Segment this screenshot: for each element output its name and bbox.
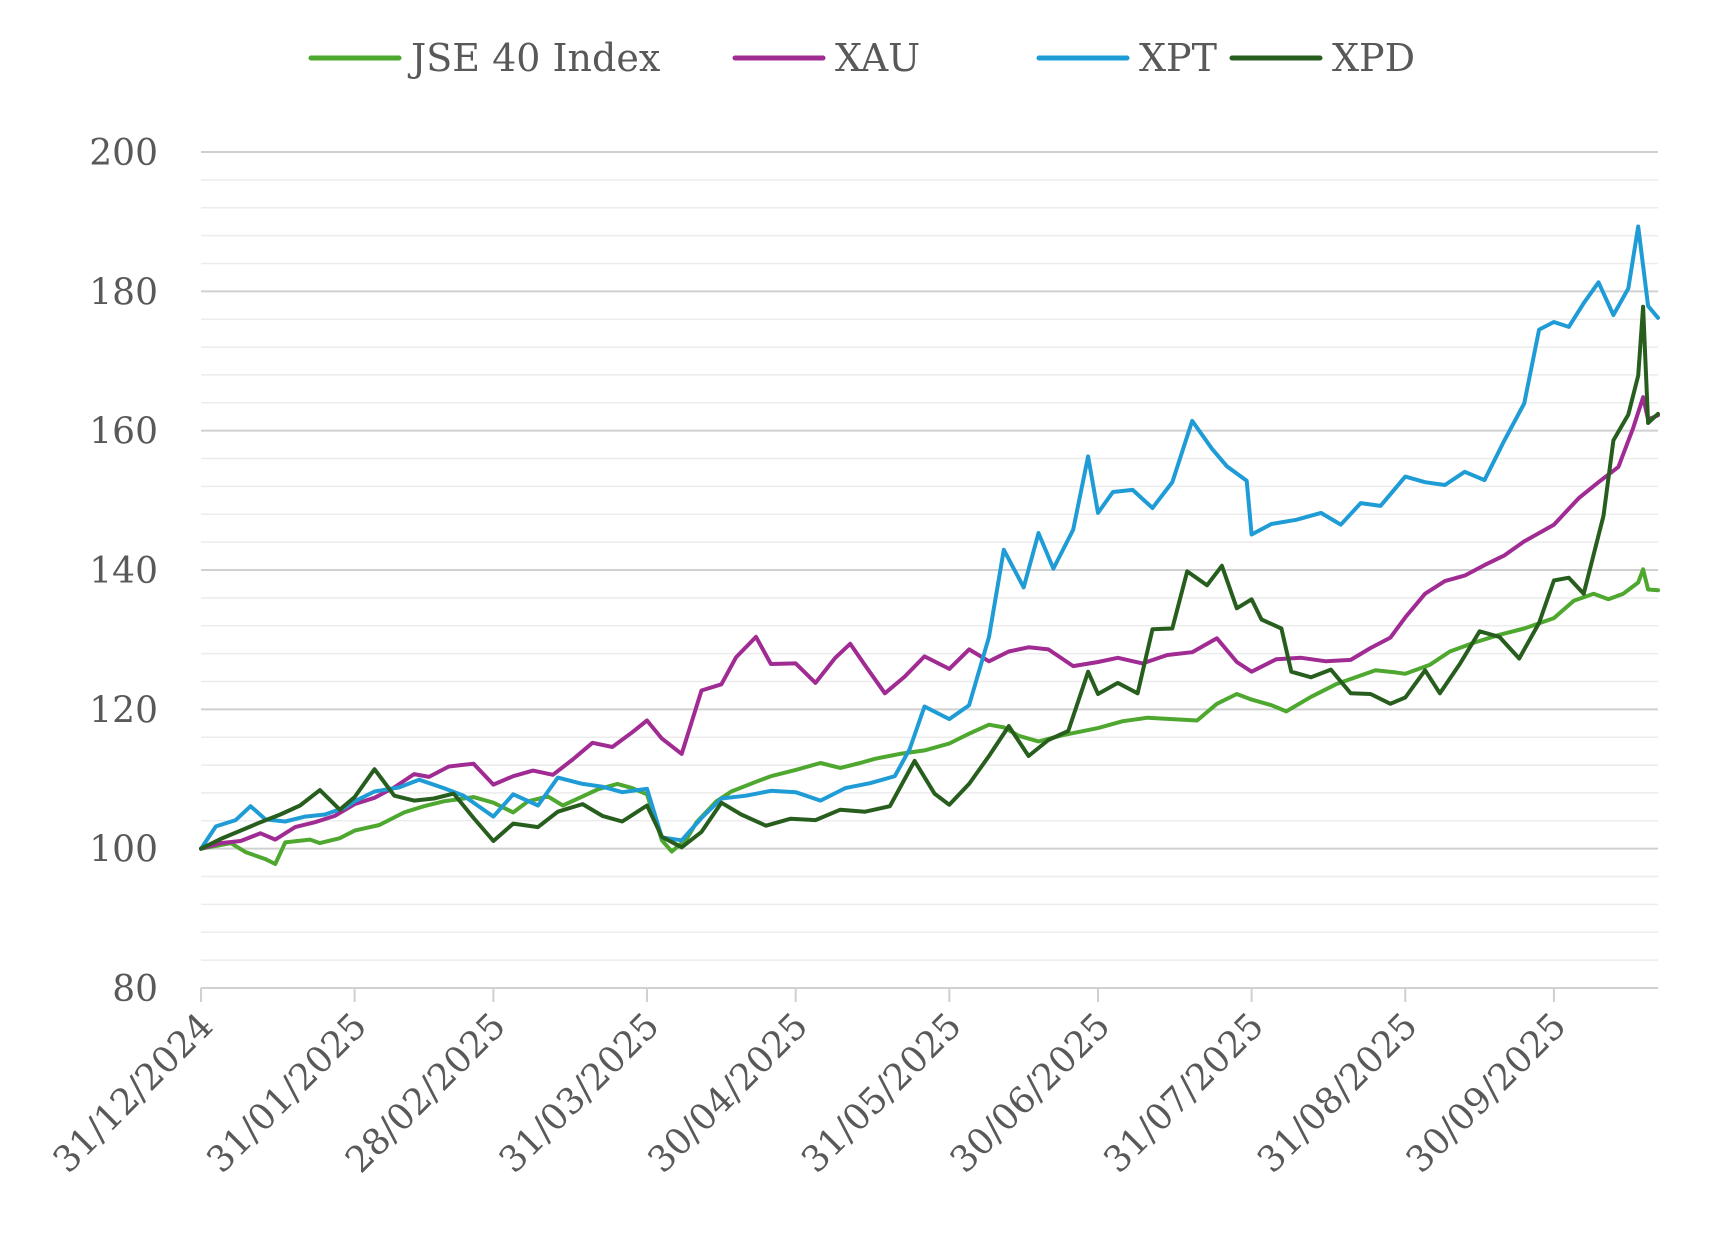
y-tick-label: 140 bbox=[89, 551, 158, 592]
x-tick-label: 31/05/2025 bbox=[794, 1005, 970, 1181]
x-tick-label: 30/06/2025 bbox=[943, 1005, 1119, 1181]
y-axis: 80 100 120 140 160 180 200 bbox=[89, 133, 158, 1010]
series-line-xpd bbox=[199, 304, 1660, 851]
y-tick-label: 200 bbox=[89, 133, 158, 174]
legend-label-jse-40-index: JSE 40 Index bbox=[407, 36, 660, 80]
y-tick-label: 120 bbox=[89, 690, 158, 731]
x-tick-label: 31/08/2025 bbox=[1250, 1005, 1426, 1181]
y-tick-label: 100 bbox=[89, 830, 158, 871]
major-gridlines bbox=[201, 151, 1658, 850]
legend-label-xpd: XPD bbox=[1332, 36, 1415, 80]
series-line-xpt bbox=[199, 224, 1660, 851]
x-tick-label: 31/12/2024 bbox=[46, 1005, 222, 1181]
x-tick-label: 31/03/2025 bbox=[492, 1005, 668, 1181]
series-line-jse-40-index bbox=[199, 567, 1660, 866]
legend-label-xau: XAU bbox=[835, 36, 920, 80]
minor-gridlines bbox=[201, 179, 1658, 961]
y-tick-label: 80 bbox=[112, 969, 158, 1010]
x-tick-label: 30/09/2025 bbox=[1399, 1005, 1575, 1181]
y-tick-label: 160 bbox=[89, 412, 158, 453]
series-line-xau bbox=[199, 395, 1660, 851]
legend: JSE 40 Index XAU XPT XPD bbox=[308, 36, 1415, 80]
legend-label-xpt: XPT bbox=[1139, 36, 1217, 80]
x-tick-label: 31/07/2025 bbox=[1096, 1005, 1272, 1181]
y-tick-label: 180 bbox=[89, 272, 158, 313]
x-axis: 31/12/202431/01/202528/02/202531/03/2025… bbox=[46, 987, 1658, 1181]
series-lines bbox=[199, 224, 1660, 866]
x-tick-label: 30/04/2025 bbox=[640, 1005, 816, 1181]
